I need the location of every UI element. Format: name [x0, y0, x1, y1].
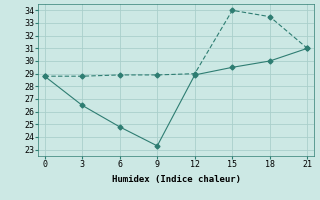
- X-axis label: Humidex (Indice chaleur): Humidex (Indice chaleur): [111, 175, 241, 184]
